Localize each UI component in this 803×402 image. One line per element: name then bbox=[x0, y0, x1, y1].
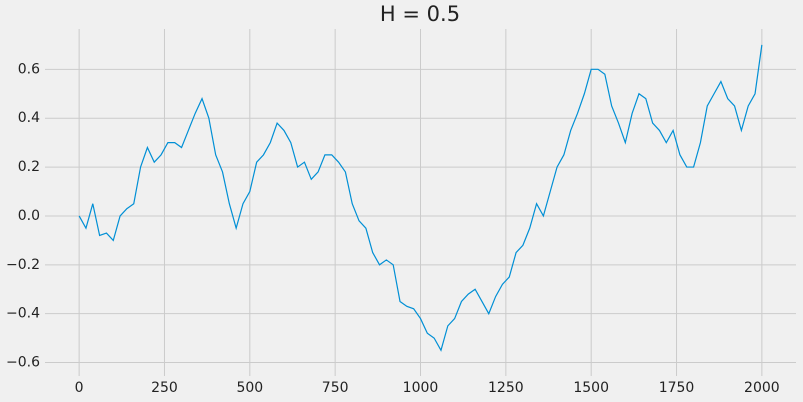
y-tick-label: 0.0 bbox=[18, 208, 40, 224]
y-tick-label: −0.4 bbox=[6, 306, 40, 322]
y-tick-label: −0.6 bbox=[6, 355, 40, 371]
x-tick-label: 500 bbox=[236, 380, 263, 396]
y-tick-label: 0.4 bbox=[18, 110, 40, 126]
x-tick-label: 1500 bbox=[573, 380, 609, 396]
x-tick-label: 1750 bbox=[659, 380, 695, 396]
data-line bbox=[78, 44, 763, 352]
x-tick-label: 1000 bbox=[403, 380, 439, 396]
y-tick-label: 0.6 bbox=[18, 61, 40, 77]
x-tick-label: 250 bbox=[151, 380, 178, 396]
y-tick-label: −0.2 bbox=[6, 257, 40, 273]
x-tick-label: 1250 bbox=[488, 380, 524, 396]
y-tick-label: 0.2 bbox=[18, 159, 40, 175]
x-tick-label: 750 bbox=[322, 380, 349, 396]
x-tick-label: 0 bbox=[75, 380, 84, 396]
chart-title: H = 0.5 bbox=[380, 2, 460, 26]
x-tick-label: 2000 bbox=[744, 380, 780, 396]
